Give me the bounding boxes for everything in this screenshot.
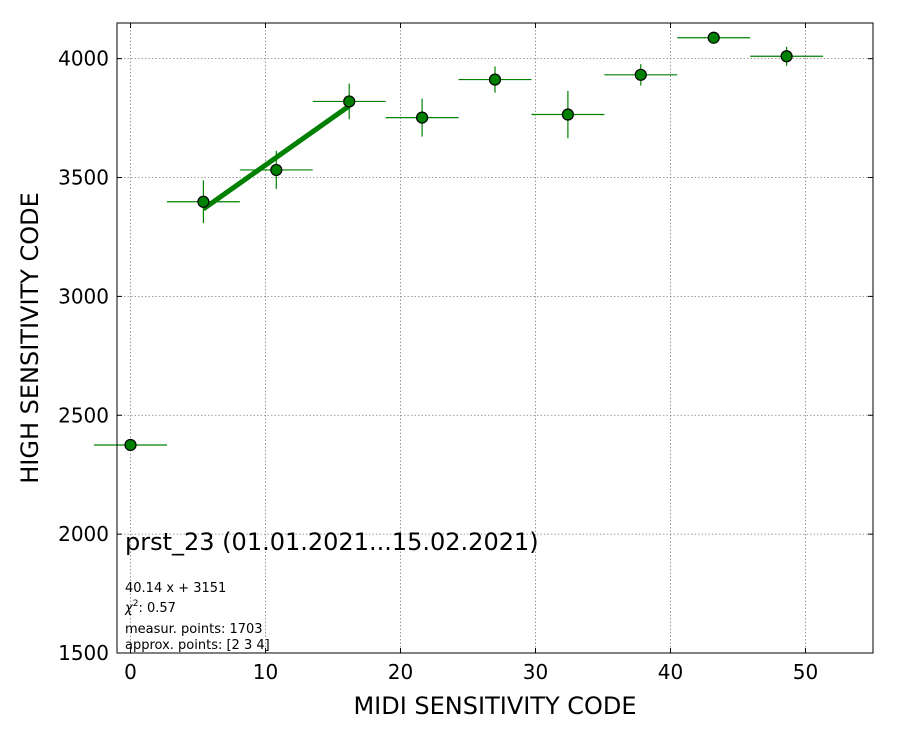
y-tick-label: 2500 [58, 403, 109, 427]
data-point [634, 68, 647, 81]
chi2-value: : 0.57 [138, 601, 175, 616]
annotation-approx-points: approx. points: [2 3 4] [125, 638, 270, 653]
x-tick-label: 30 [523, 660, 548, 684]
y-tick-label: 3500 [58, 166, 109, 190]
x-tick-label: 10 [253, 660, 278, 684]
annotation-measur-points: measur. points: 1703 [125, 622, 263, 637]
data-points [124, 31, 793, 452]
plot-frame [116, 22, 874, 654]
tick-labels: 0 10 20 30 40 50 1500 2000 2500 3000 3500 4000 [58, 47, 818, 684]
data-point [488, 73, 502, 86]
y-tick-label: 3000 [58, 284, 109, 308]
data-point [270, 163, 283, 177]
data-point [416, 111, 429, 124]
axis-ticks [117, 23, 873, 654]
x-tick-label: 0 [124, 660, 137, 684]
annotation-chi2: χ2: 0.57 [124, 599, 176, 616]
grid-lines [117, 23, 873, 654]
y-tick-label: 1500 [58, 641, 109, 665]
annotation-title: prst_23 (01.01.2021...15.02.2021) [125, 528, 539, 556]
y-tick-label: 2000 [58, 522, 109, 546]
y-axis-label: HIGH SENSITIVITY CODE [16, 192, 44, 484]
y-tick-label: 4000 [58, 47, 109, 71]
x-tick-label: 50 [793, 660, 818, 684]
annotation-equation: 40.14 x + 3151 [125, 581, 226, 596]
data-point [124, 438, 137, 452]
data-point [561, 108, 575, 121]
data-point [343, 95, 356, 108]
x-tick-label: 40 [658, 660, 683, 684]
chi2-exponent: 2 [133, 599, 139, 609]
x-tick-label: 20 [388, 660, 413, 684]
chi2-symbol: χ [124, 601, 134, 616]
data-point [707, 31, 720, 44]
data-point [197, 195, 210, 208]
data-point [780, 50, 793, 63]
x-axis-label: MIDI SENSITIVITY CODE [353, 692, 636, 720]
